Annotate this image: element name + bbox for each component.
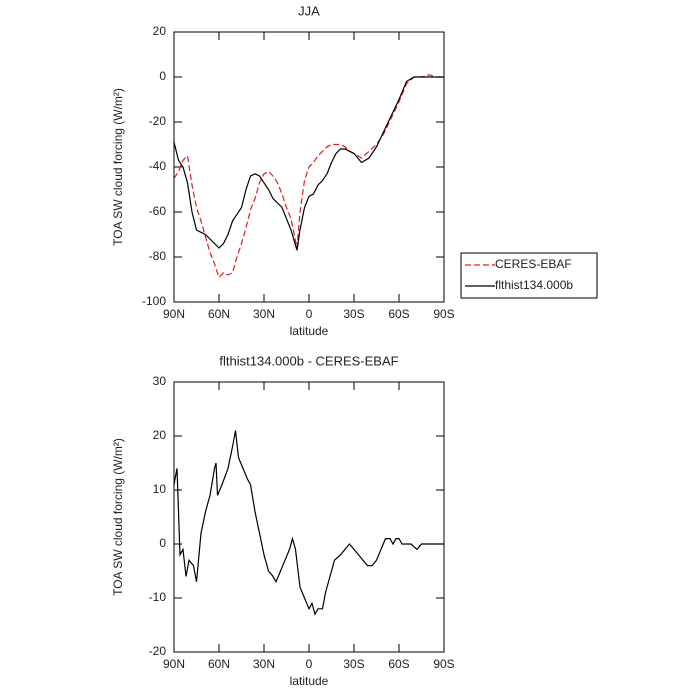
chart-title: flthist134.000b - CERES-EBAF bbox=[219, 353, 398, 368]
y-tick-label: -80 bbox=[149, 249, 167, 263]
data-line bbox=[173, 76, 444, 251]
x-tick-label: 0 bbox=[306, 307, 313, 321]
y-tick-label: 30 bbox=[153, 374, 167, 388]
x-tick-label: 90S bbox=[433, 307, 454, 321]
x-tick-label: 30S bbox=[343, 307, 364, 321]
y-tick-label: -20 bbox=[149, 114, 167, 128]
y-tick-label: 10 bbox=[153, 482, 167, 496]
legend-box bbox=[460, 252, 598, 299]
x-tick-label: 90N bbox=[163, 307, 185, 321]
chart-title: JJA bbox=[298, 3, 320, 18]
y-tick-label: 0 bbox=[159, 69, 166, 83]
y-tick-label: 0 bbox=[159, 536, 166, 550]
y-tick-label: 20 bbox=[153, 428, 167, 442]
y-axis-label: TOA SW cloud forcing (W/m²) bbox=[111, 88, 125, 246]
legend: CERES-EBAF flthist134.000b bbox=[460, 252, 598, 299]
x-tick-label: 30N bbox=[253, 657, 275, 671]
y-tick-label: 20 bbox=[153, 24, 167, 38]
x-tick-label: 30S bbox=[343, 657, 364, 671]
x-tick-label: 90N bbox=[163, 657, 185, 671]
y-tick-label: -40 bbox=[149, 159, 167, 173]
y-tick-label: -60 bbox=[149, 204, 167, 218]
y-tick-label: -100 bbox=[142, 294, 166, 308]
x-axis-label: latitude bbox=[290, 324, 329, 338]
x-tick-label: 60S bbox=[388, 307, 409, 321]
x-tick-label: 90S bbox=[433, 657, 454, 671]
y-axis-label: TOA SW cloud forcing (W/m²) bbox=[111, 438, 125, 596]
plot-frame bbox=[173, 31, 445, 303]
x-tick-label: 60N bbox=[208, 657, 230, 671]
x-axis-label: latitude bbox=[290, 674, 329, 688]
x-tick-label: 60S bbox=[388, 657, 409, 671]
legend-label: CERES-EBAF bbox=[495, 257, 572, 271]
x-tick-label: 0 bbox=[306, 657, 313, 671]
plot-frame bbox=[173, 381, 445, 653]
y-tick-label: -20 bbox=[149, 644, 167, 658]
legend-label: flthist134.000b bbox=[495, 278, 573, 292]
y-tick-label: -10 bbox=[149, 590, 167, 604]
x-tick-label: 30N bbox=[253, 307, 275, 321]
data-line bbox=[173, 74, 444, 279]
data-line bbox=[173, 430, 444, 616]
x-tick-label: 60N bbox=[208, 307, 230, 321]
